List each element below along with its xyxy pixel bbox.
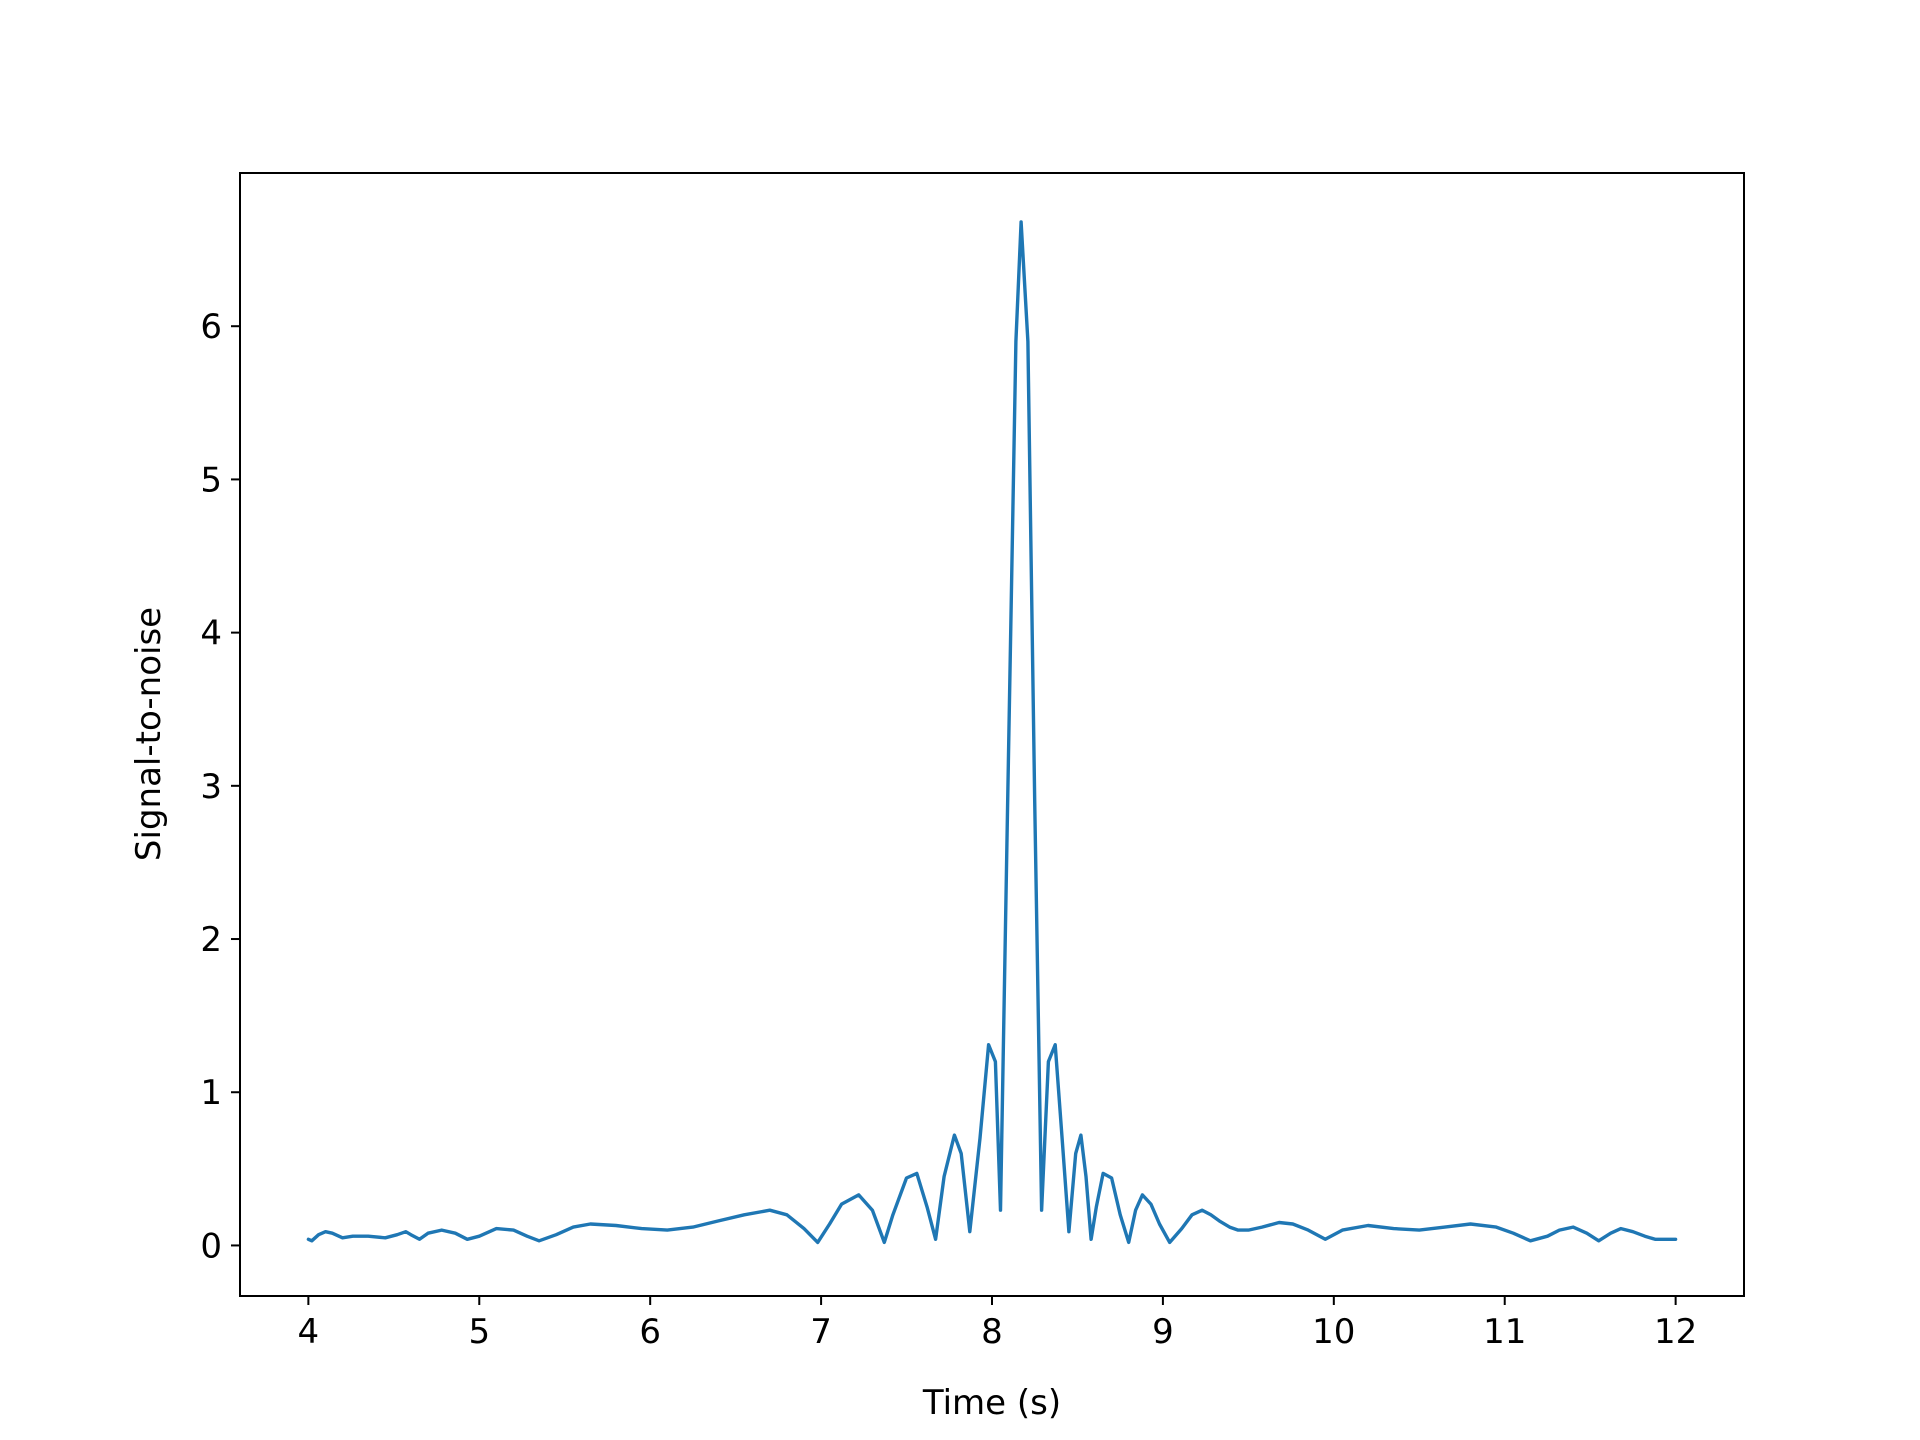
x-axis: 4 5 6 7 8 9 10 11 12 xyxy=(298,1296,1697,1352)
y-axis-label: Signal-to-noise xyxy=(129,607,169,861)
y-axis: 0 1 2 3 4 5 6 xyxy=(200,307,240,1266)
x-tick-label: 11 xyxy=(1483,1312,1526,1352)
x-tick-label: 4 xyxy=(298,1312,320,1352)
x-tick-label: 7 xyxy=(810,1312,832,1352)
x-tick-label: 10 xyxy=(1312,1312,1355,1352)
y-tick-label: 2 xyxy=(200,920,222,960)
y-tick-label: 6 xyxy=(200,307,222,347)
y-tick-label: 0 xyxy=(200,1226,222,1266)
x-tick-label: 5 xyxy=(468,1312,490,1352)
x-tick-label: 8 xyxy=(981,1312,1003,1352)
x-tick-label: 6 xyxy=(639,1312,661,1352)
y-tick-label: 5 xyxy=(200,460,222,500)
y-tick-label: 4 xyxy=(200,614,222,654)
series-line xyxy=(306,220,1678,1245)
x-axis-label: Time (s) xyxy=(922,1383,1061,1423)
y-tick-label: 3 xyxy=(200,767,222,807)
y-tick-label: 1 xyxy=(200,1073,222,1113)
plot-area xyxy=(306,220,1678,1245)
x-tick-label: 12 xyxy=(1654,1312,1697,1352)
x-tick-label: 9 xyxy=(1152,1312,1174,1352)
